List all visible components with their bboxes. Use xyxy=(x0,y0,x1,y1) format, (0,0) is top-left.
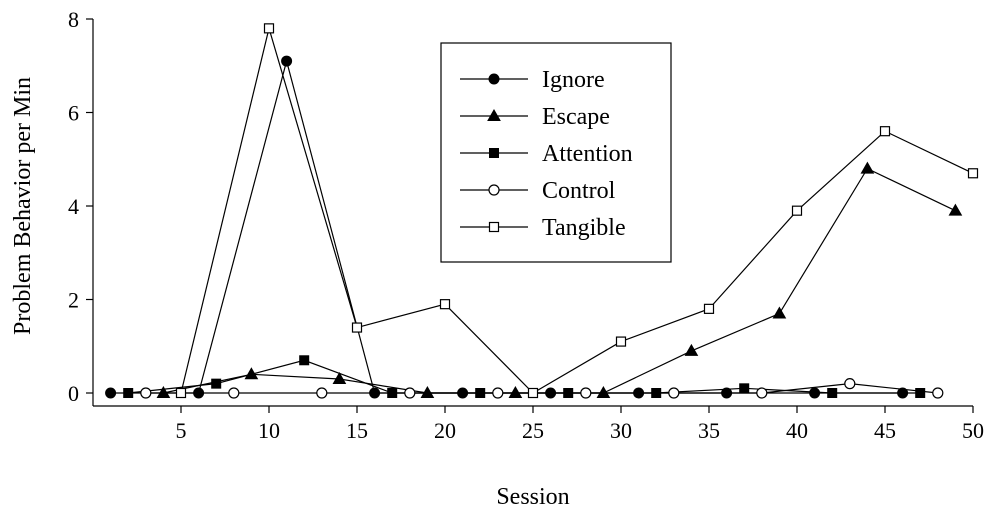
data-point-tangible xyxy=(439,299,451,310)
data-point-ignore xyxy=(281,55,293,67)
legend-marker-ignore xyxy=(488,73,500,85)
data-point-attention xyxy=(651,388,662,398)
data-point-tangible xyxy=(615,336,627,347)
data-point-attention xyxy=(739,383,750,394)
data-point-attention xyxy=(915,388,926,398)
data-point-ignore xyxy=(193,387,205,399)
data-point-control xyxy=(580,387,592,399)
data-point-tangible xyxy=(879,126,891,137)
y-tick-label: 6 xyxy=(68,101,79,126)
legend-marker-attention xyxy=(489,148,499,158)
y-tick-label: 0 xyxy=(68,381,79,406)
data-point-control xyxy=(316,387,328,399)
x-tick-label: 50 xyxy=(962,418,984,443)
data-point-escape xyxy=(596,385,611,398)
x-tick-label: 35 xyxy=(698,418,720,443)
legend-marker-control xyxy=(488,184,500,196)
data-point-escape xyxy=(332,371,347,384)
data-point-control xyxy=(668,387,680,399)
data-point-control xyxy=(140,387,152,399)
legend-label-escape: Escape xyxy=(542,104,610,130)
x-tick-label: 15 xyxy=(346,418,368,443)
data-point-control xyxy=(228,387,240,399)
data-point-attention xyxy=(563,388,574,398)
legend-label-control: Control xyxy=(542,178,616,204)
data-point-ignore xyxy=(105,387,117,399)
data-point-escape xyxy=(684,343,699,356)
series-layer xyxy=(105,23,979,399)
data-point-escape xyxy=(244,367,259,380)
data-point-escape xyxy=(508,385,523,398)
data-point-attention xyxy=(299,355,310,366)
data-point-ignore xyxy=(545,387,557,399)
x-tick-label: 40 xyxy=(786,418,808,443)
data-point-control xyxy=(404,387,416,399)
x-axis-title: Session xyxy=(496,484,569,510)
series-line-control xyxy=(145,383,938,394)
x-tick-label: 5 xyxy=(176,418,187,443)
data-point-escape xyxy=(948,203,963,216)
data-point-ignore xyxy=(457,387,469,399)
data-point-escape xyxy=(420,385,435,398)
data-point-escape xyxy=(772,306,787,319)
data-point-tangible xyxy=(967,168,979,179)
series-line-tangible xyxy=(180,26,974,394)
legend: Ignore Escape Attention Control Tangible xyxy=(440,42,672,263)
y-axis-title: Problem Behavior per Min xyxy=(10,77,36,335)
data-point-ignore xyxy=(369,387,381,399)
data-point-attention xyxy=(123,388,134,398)
legend-label-tangible: Tangible xyxy=(542,215,626,241)
data-point-control xyxy=(932,387,944,399)
y-tick-label: 4 xyxy=(68,194,79,219)
data-point-ignore xyxy=(633,387,645,399)
data-point-attention xyxy=(827,388,838,398)
data-point-tangible xyxy=(351,322,363,333)
data-point-control xyxy=(492,387,504,399)
series-lines xyxy=(110,26,974,394)
y-tick-label: 8 xyxy=(68,7,79,32)
x-tick-label: 10 xyxy=(258,418,280,443)
data-point-tangible xyxy=(527,387,539,399)
legend-label-ignore: Ignore xyxy=(542,67,605,93)
data-point-ignore xyxy=(721,387,733,399)
data-point-control xyxy=(756,387,768,399)
x-tick-label: 45 xyxy=(874,418,896,443)
data-point-attention xyxy=(475,388,486,398)
x-tick-label: 30 xyxy=(610,418,632,443)
data-point-attention xyxy=(387,388,398,398)
x-tick-label: 25 xyxy=(522,418,544,443)
data-point-control xyxy=(844,378,856,390)
data-point-tangible xyxy=(703,303,715,314)
y-tick-label: 2 xyxy=(68,288,79,313)
data-point-tangible xyxy=(263,23,275,34)
series-markers xyxy=(105,23,979,399)
data-point-ignore xyxy=(809,387,821,399)
legend-marker-escape xyxy=(487,108,501,121)
x-tick-label: 20 xyxy=(434,418,456,443)
data-point-tangible xyxy=(175,387,187,399)
data-point-escape xyxy=(860,161,875,174)
axes: 5 10 15 20 25 30 35 40 45 50 0 2 4 6 8 xyxy=(68,7,984,443)
data-point-tangible xyxy=(791,205,803,216)
legend-marker-tangible xyxy=(488,221,500,233)
data-point-escape xyxy=(156,385,171,398)
data-point-ignore xyxy=(897,387,909,399)
data-point-attention xyxy=(211,378,222,389)
legend-label-attention: Attention xyxy=(542,141,633,167)
